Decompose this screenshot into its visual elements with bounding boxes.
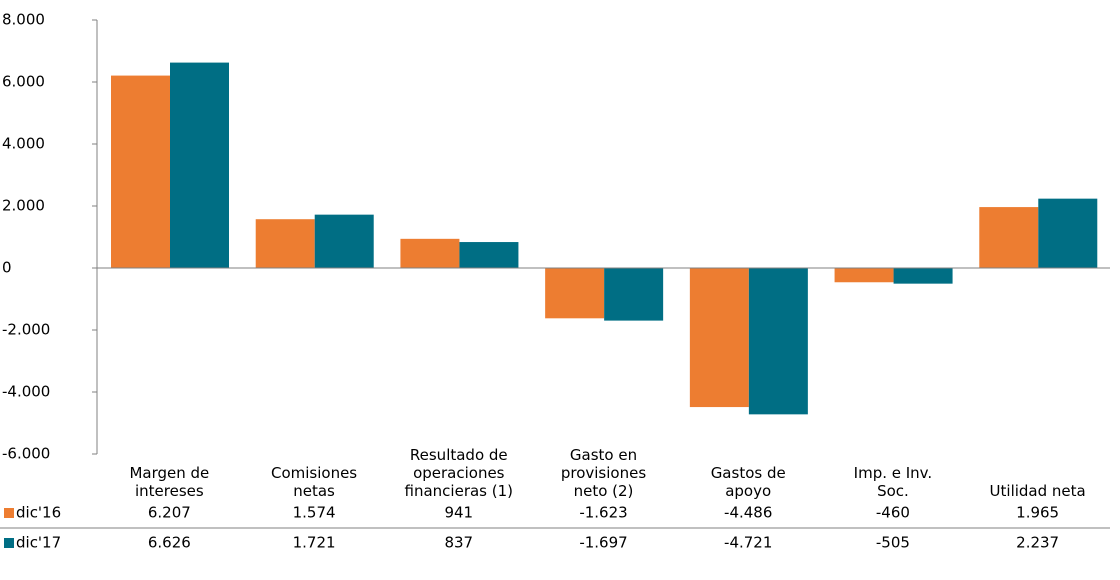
legend-swatch (4, 508, 14, 518)
bar (314, 214, 374, 268)
table-value: -1.623 (579, 504, 627, 522)
y-tick-label: 2.000 (2, 197, 45, 215)
x-tick-label: Resultado de operaciones financieras (1) (404, 446, 514, 500)
bar (979, 207, 1039, 268)
table-value: 6.626 (148, 534, 191, 552)
bar (459, 242, 519, 268)
y-tick-label: 4.000 (2, 135, 45, 153)
x-tick-label: Margen de intereses (129, 464, 210, 500)
bar (111, 75, 170, 268)
bar (604, 268, 664, 321)
y-tick-label: 8.000 (2, 11, 45, 29)
bar (545, 268, 605, 319)
bar (689, 268, 749, 408)
table-value: 1.721 (293, 534, 336, 552)
table-value: -4.486 (724, 504, 772, 522)
bar (400, 238, 460, 268)
table-value: -1.697 (579, 534, 627, 552)
y-tick-label: -2.000 (2, 321, 50, 339)
table-value: 1.965 (1016, 504, 1059, 522)
table-value: 837 (444, 534, 473, 552)
y-tick-label: -4.000 (2, 383, 50, 401)
table-value: -505 (876, 534, 910, 552)
table-value: -4.721 (724, 534, 772, 552)
legend-label: dic'16 (16, 504, 61, 522)
bar (1038, 198, 1098, 268)
y-tick-label: 6.000 (2, 73, 45, 91)
y-tick-label: 0 (2, 259, 12, 277)
table-value: 1.574 (293, 504, 336, 522)
bar (170, 62, 229, 269)
legend-swatch (4, 538, 14, 548)
bar (748, 268, 808, 415)
x-tick-label: Comisiones netas (270, 464, 358, 500)
table-value: 2.237 (1016, 534, 1059, 552)
bar (893, 268, 953, 284)
bar (255, 219, 315, 268)
bar (834, 268, 894, 283)
table-value: -460 (876, 504, 910, 522)
x-tick-label: Gasto en provisiones neto (2) (560, 446, 647, 500)
legend-label: dic'17 (16, 534, 61, 552)
x-tick-label: Gastos de apoyo (710, 464, 786, 500)
y-tick-label: -6.000 (2, 445, 50, 463)
table-value: 941 (444, 504, 473, 522)
table-value: 6.207 (148, 504, 191, 522)
x-tick-label: Utilidad neta (989, 482, 1086, 500)
x-tick-label: Imp. e Inv. Soc. (853, 464, 933, 500)
